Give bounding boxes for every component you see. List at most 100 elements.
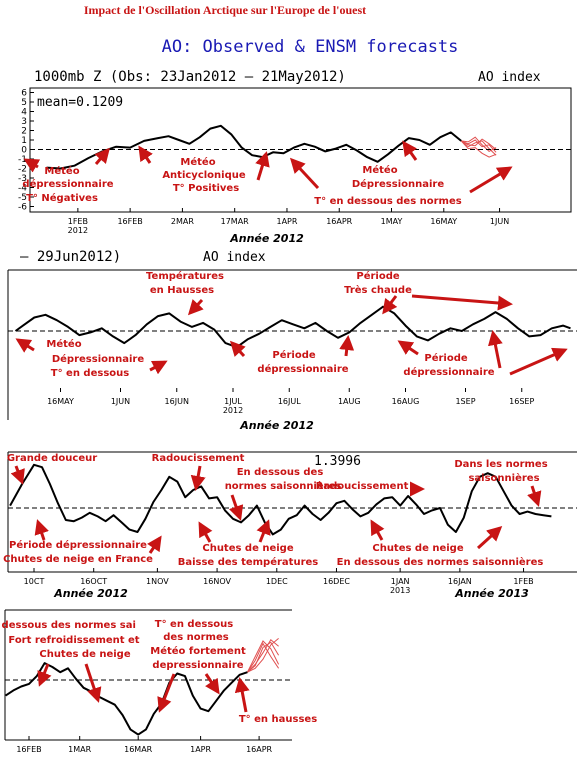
arrow xyxy=(397,340,419,356)
annotation-label: Baisse des températures xyxy=(178,556,319,568)
annotation-label: en Hausses xyxy=(150,285,214,296)
annotation-label: Dans les normes xyxy=(454,459,547,470)
annotation-label: Radoucissement xyxy=(152,453,245,464)
forecast-member-line xyxy=(247,638,279,673)
panel-1-index-label: AO index xyxy=(478,70,541,85)
forecast-member-line xyxy=(460,140,497,158)
arrow xyxy=(256,519,271,543)
x-tick-label: 16NOV xyxy=(203,577,231,586)
arrow xyxy=(370,519,385,541)
y-tick-label: -3 xyxy=(18,174,27,184)
arrow xyxy=(157,673,176,713)
annotation-label: T° en dessous xyxy=(155,619,234,630)
annotation-label: T° en dessous xyxy=(51,368,130,379)
panel-1-series xyxy=(30,124,571,170)
x-tick-label: 16FEB xyxy=(117,217,142,226)
x-tick-label: 10CT xyxy=(24,577,45,586)
annotation-label: Anticyclonique xyxy=(162,170,246,181)
x-tick-label: 1APR xyxy=(276,217,297,226)
panel-2-subtitle: – 29Jun2012) xyxy=(20,249,121,265)
annotation-label: Période xyxy=(356,270,399,282)
x-tick-label: 1JUN xyxy=(111,397,130,406)
annotation-label: Météo xyxy=(180,156,215,168)
arrow xyxy=(138,145,153,164)
x-tick-label: 1MAY xyxy=(381,217,403,226)
x-tick-label: 1AUG xyxy=(338,397,361,406)
panel-2-annotations: Températures en Hausses Période Très chaude… xyxy=(46,270,494,379)
arrow xyxy=(187,298,204,316)
x-tick-label: 16MAY xyxy=(430,217,457,226)
x-tick-label: 16FEB xyxy=(16,745,41,754)
forecast-member-line xyxy=(247,641,280,673)
arrow xyxy=(402,140,418,161)
arrow xyxy=(204,673,220,695)
x-tick-label: 1APR xyxy=(190,745,211,754)
arrow xyxy=(289,157,320,190)
x-tick-label: 1DEC xyxy=(266,577,288,586)
y-tick-label: -1 xyxy=(18,155,27,165)
arrow xyxy=(228,494,244,521)
annotation-label: des normes xyxy=(163,632,228,643)
y-tick-label: 2 xyxy=(21,127,27,137)
annotation-label: depressionnaire xyxy=(152,660,243,671)
arrow xyxy=(10,465,25,485)
panel-3-xlabel-left: Année 2012 xyxy=(53,587,128,600)
arrow xyxy=(84,663,102,703)
x-tick-label: 16JAN xyxy=(448,577,472,586)
annotation-label: saisonnières xyxy=(468,472,539,484)
arrow xyxy=(487,330,503,369)
y-tick-label: 4 xyxy=(21,108,27,118)
forecast-member-line xyxy=(246,642,280,673)
annotation-label: Chutes de neige xyxy=(372,543,463,554)
x-tick-sublabel: 2013 xyxy=(390,586,410,595)
panel-3-annotations: Grande douceur Radoucissement En dessous d… xyxy=(3,453,548,568)
x-tick-label: 1FEB xyxy=(513,577,533,586)
y-tick-label: 3 xyxy=(21,117,27,127)
x-tick-sublabel: 2012 xyxy=(223,406,243,415)
panel-3-xlabel-right: Année 2013 xyxy=(454,587,529,600)
annotation-label: Période xyxy=(424,352,467,364)
panel-2-xlabel: Année 2012 xyxy=(239,419,314,432)
arrow xyxy=(229,340,246,358)
panel-2: – 29Jun2012) AO index Année 2012 16MAY 1J… xyxy=(7,249,577,432)
annotation-label: dépressionnaire xyxy=(22,178,113,190)
annotation-label: Températures xyxy=(146,270,224,282)
arrow xyxy=(147,535,162,554)
x-tick-label: 1MAR xyxy=(68,745,91,754)
annotation-label: Période xyxy=(272,349,315,361)
x-tick-label: 16APR xyxy=(326,217,352,226)
y-tick-label: -4 xyxy=(18,184,27,194)
arrow xyxy=(15,338,35,353)
annotation-label: dépressionnaire xyxy=(403,366,494,378)
forecast-member-line xyxy=(246,640,280,673)
annotation-label: Météo xyxy=(46,338,81,350)
annotation-label: En dessous des normes sai xyxy=(0,620,136,631)
annotation-label: Chutes de neige en France xyxy=(3,554,153,565)
top-title: Impact de l'Oscillation Arctique sur l'E… xyxy=(84,3,366,17)
forecast-member-line xyxy=(461,139,497,153)
forecast-member-line xyxy=(460,138,497,150)
arrow xyxy=(234,677,250,713)
panel-4-series xyxy=(5,662,292,736)
arrow xyxy=(382,295,398,315)
annotation-label: Période dépressionnaire xyxy=(9,539,147,551)
annotation-label: Météo xyxy=(44,165,79,177)
panel-4-annotations: En dessous des normes sai Fort refroidiss… xyxy=(0,619,317,725)
arrow xyxy=(190,465,206,491)
x-tick-label: 2MAR xyxy=(171,217,194,226)
annotation-label: Météo fortement xyxy=(150,645,246,657)
annotation-label: T° Négatives xyxy=(26,192,98,204)
annotation-label: Radoucissement xyxy=(316,481,409,492)
annotation-label: normes saisonnières xyxy=(225,480,342,492)
panel-1-xlabel: Année 2012 xyxy=(229,232,304,245)
panel-3-series xyxy=(8,463,577,536)
panel-1: 1000mb Z (Obs: 23Jan2012 – 21May2012) AO… xyxy=(18,69,572,245)
panel-1-forecast-members xyxy=(460,136,497,158)
annotation-label: Chutes de neige xyxy=(202,543,293,554)
arrow xyxy=(476,525,503,550)
